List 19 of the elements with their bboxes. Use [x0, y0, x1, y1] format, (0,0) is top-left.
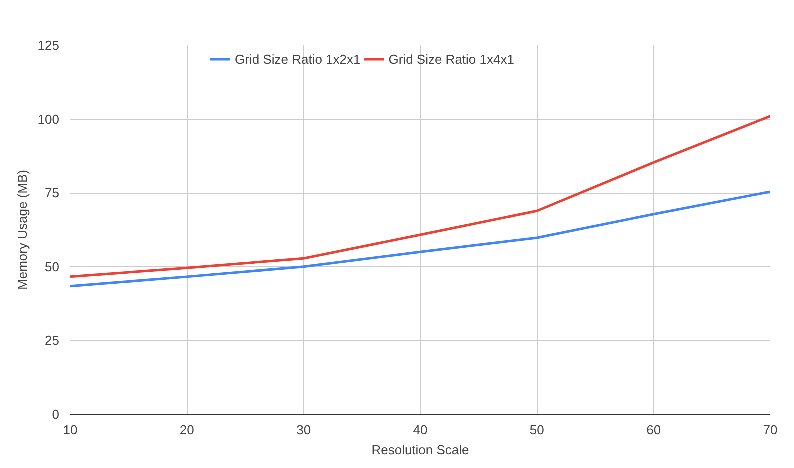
y-tick-label: 0 — [52, 407, 60, 422]
y-axis-title: Memory Usage (MB) — [14, 170, 30, 290]
y-tick-label: 125 — [38, 38, 60, 53]
y-tick-label: 75 — [45, 186, 60, 201]
x-tick-label: 30 — [296, 422, 312, 438]
x-tick-label: 40 — [413, 422, 428, 438]
y-tick-label: 25 — [45, 333, 60, 348]
x-axis-title: Resolution Scale — [372, 442, 470, 458]
x-tick-label: 10 — [63, 422, 78, 438]
x-tick-label: 60 — [646, 422, 662, 438]
legend-label: Grid Size Ratio 1x4x1 — [388, 52, 514, 66]
y-tick-label: 100 — [38, 112, 60, 127]
legend-label: Grid Size Ratio 1x2x1 — [235, 52, 361, 66]
x-tick-label: 70 — [763, 422, 778, 438]
line-series — [70, 115, 770, 278]
y-tick-label: 50 — [45, 259, 60, 274]
x-tick-label: 50 — [530, 422, 544, 438]
x-tick-label: 20 — [180, 422, 194, 438]
line-series — [70, 190, 770, 288]
